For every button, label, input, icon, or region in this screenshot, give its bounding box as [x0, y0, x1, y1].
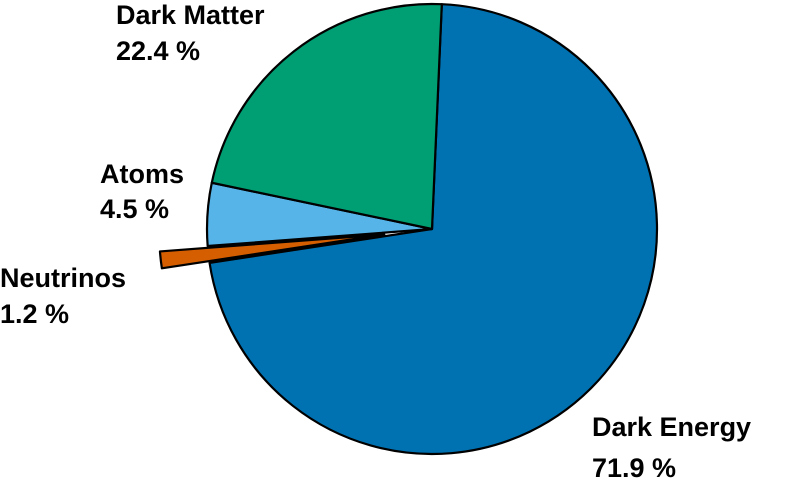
pie-slices [158, 2, 659, 456]
pie-slice-dark-matter [210, 2, 443, 231]
slice-label-dark-energy: Dark Energy [592, 412, 751, 442]
pie-slice-neutrinos [158, 233, 386, 270]
pie-slice-dark-energy [208, 3, 659, 456]
slice-value-dark-matter: 22.4 % [116, 36, 200, 66]
slice-label-atoms: Atoms [100, 159, 184, 189]
slice-value-atoms: 4.5 % [100, 194, 169, 224]
slice-value-dark-energy: 71.9 % [592, 453, 676, 480]
slice-label-dark-matter: Dark Matter [116, 0, 265, 30]
slice-value-neutrinos: 1.2 % [0, 299, 69, 329]
slice-label-neutrinos: Neutrinos [0, 263, 126, 293]
pie-labels: Dark Energy 71.9 % Neutrinos 1.2 % Atoms… [0, 0, 751, 480]
